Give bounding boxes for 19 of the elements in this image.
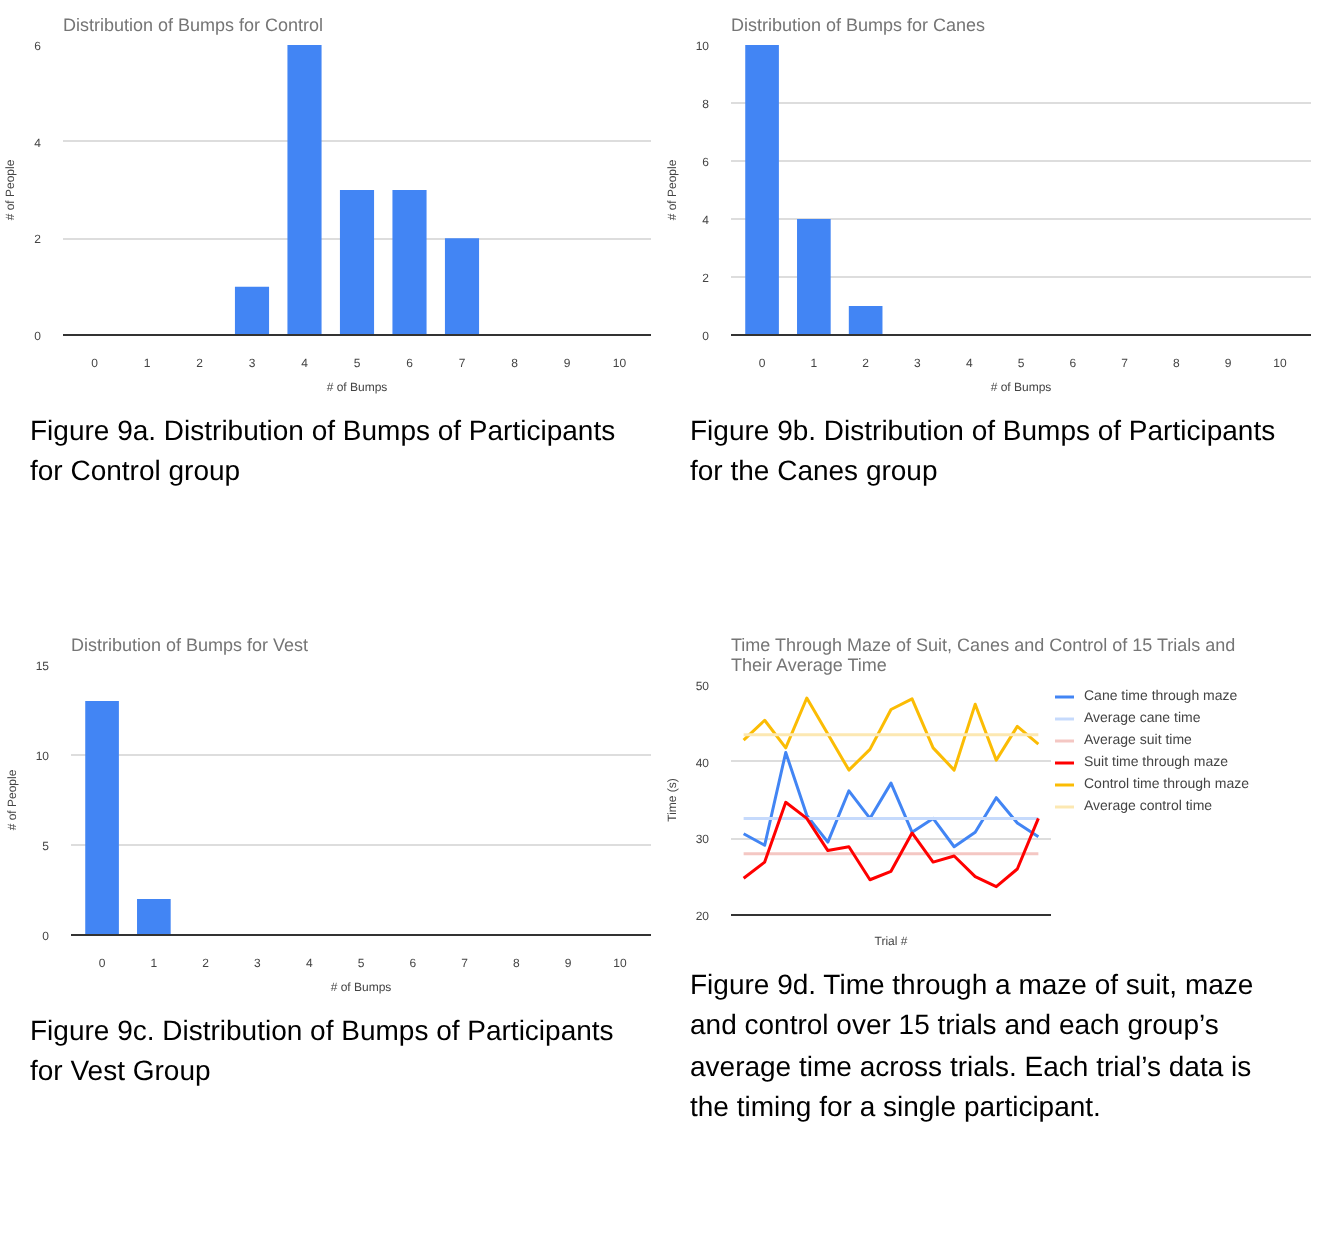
bar xyxy=(444,238,480,335)
bar xyxy=(339,190,375,335)
bar xyxy=(848,306,883,335)
bar xyxy=(287,45,322,335)
caption: Figure 9d. Time through a maze of suit, maze and control over 15 trials and each group’s average time across trials. Each trial’s data is the timing for a single participant. xyxy=(690,966,1256,1126)
bar xyxy=(745,45,779,335)
bar xyxy=(234,286,270,335)
chart-title: Distribution of Bumps for Canes xyxy=(731,15,987,35)
line-series xyxy=(742,696,1040,772)
chart-title: Distribution of Bumps for Control xyxy=(63,15,324,35)
bar xyxy=(392,190,427,335)
caption: Figure 9a. Distribution of Bumps of Participants for Control group xyxy=(30,412,618,491)
chart-title: Distribution of Bumps for Vest xyxy=(71,635,310,655)
bar xyxy=(797,219,831,335)
chart-title: Time Through Maze of Suit, Canes and Control of 15 Trials and Their Average Time xyxy=(731,635,1236,675)
caption: Figure 9c. Distribution of Bumps of Participants for Vest Group xyxy=(30,1012,616,1091)
caption: Figure 9b. Distribution of Bumps of Participants for the Canes group xyxy=(690,412,1278,491)
line-series xyxy=(742,800,1040,889)
line-series xyxy=(742,750,1040,849)
